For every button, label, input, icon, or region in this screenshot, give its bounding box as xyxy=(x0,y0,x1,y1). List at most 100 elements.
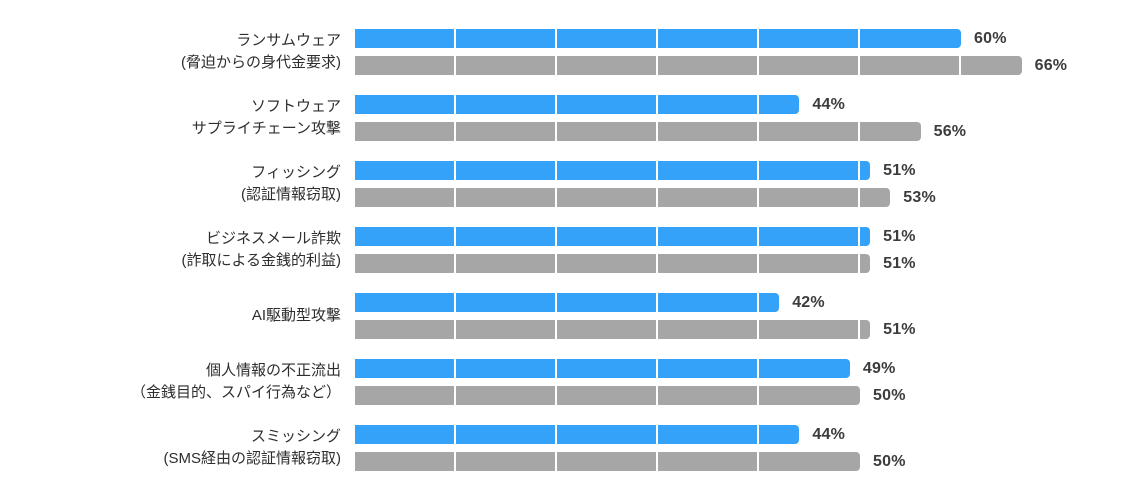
chart-row: ソフトウェア サプライチェーン攻撃 44% 56% xyxy=(0,95,1132,141)
blue-bar-line: 42% xyxy=(355,293,1132,312)
segment-divider xyxy=(454,452,456,471)
segment-divider xyxy=(656,293,658,312)
category-label: スミッシング (SMS経由の認証情報窃取) xyxy=(0,426,355,470)
gray-bar-line: 66% xyxy=(355,56,1132,75)
gray-bar-line: 53% xyxy=(355,188,1132,207)
value-label: 49% xyxy=(862,359,896,377)
bar-blue xyxy=(355,95,800,114)
segment-divider xyxy=(656,188,658,207)
category-label-line: スミッシング xyxy=(250,428,341,445)
segment-divider xyxy=(858,122,860,141)
value-label: 60% xyxy=(974,29,1007,47)
category-label-line: 個人情報の不正流出 xyxy=(205,362,341,379)
segment-divider xyxy=(757,188,759,207)
blue-bar-line: 44% xyxy=(355,95,1132,114)
bar-pair: 60% 66% xyxy=(355,29,1132,75)
segment-divider xyxy=(858,56,860,75)
segment-divider xyxy=(757,254,759,273)
chart-row: 個人情報の不正流出 （金銭目的、スパイ行為など） 49% 50% xyxy=(0,359,1132,405)
segment-divider xyxy=(454,29,456,48)
category-label: ビジネスメール詐欺 (詐取による金銭的利益) xyxy=(0,228,355,272)
segment-divider xyxy=(555,95,557,114)
segment-divider xyxy=(454,122,456,141)
segment-divider xyxy=(858,188,860,207)
value-label: 50% xyxy=(873,386,906,404)
segment-divider xyxy=(454,320,456,339)
segment-divider xyxy=(555,452,557,471)
segment-divider xyxy=(757,29,759,48)
segment-divider xyxy=(555,254,557,273)
bar-gray xyxy=(355,56,1022,75)
segment-divider xyxy=(757,95,759,114)
segment-divider xyxy=(555,161,557,180)
bar-pair: 44% 56% xyxy=(355,95,1132,141)
segment-divider xyxy=(454,359,456,378)
category-label-line: (詐取による金銭的利益) xyxy=(181,252,341,269)
segment-divider xyxy=(555,188,557,207)
segment-divider xyxy=(454,161,456,180)
segment-divider xyxy=(656,359,658,378)
category-label: ソフトウェア サプライチェーン攻撃 xyxy=(0,96,355,140)
segment-divider xyxy=(656,122,658,141)
value-label: 56% xyxy=(933,122,967,140)
segment-divider xyxy=(454,95,456,114)
category-label-line: サプライチェーン攻撃 xyxy=(191,120,341,137)
value-label: 53% xyxy=(903,188,936,206)
chart-row: ランサムウェア (脅迫からの身代金要求) 60% 66% xyxy=(0,29,1132,75)
category-label-line: (SMS経由の認証情報窃取) xyxy=(163,450,342,467)
segment-divider xyxy=(454,425,456,444)
segment-divider xyxy=(555,56,557,75)
segment-divider xyxy=(757,161,759,180)
bar-blue xyxy=(355,425,800,444)
blue-bar-line: 51% xyxy=(355,161,1132,180)
category-label-line: (認証情報窃取) xyxy=(241,186,341,203)
segment-divider xyxy=(757,122,759,141)
bar-blue xyxy=(355,293,780,312)
gray-bar-line: 51% xyxy=(355,254,1132,273)
blue-bar-line: 51% xyxy=(355,227,1132,246)
segment-divider xyxy=(858,227,860,246)
segment-divider xyxy=(656,227,658,246)
bar-gray xyxy=(355,452,860,471)
segment-divider xyxy=(757,293,759,312)
category-label: フィッシング (認証情報窃取) xyxy=(0,162,355,206)
bar-pair: 51% 53% xyxy=(355,161,1132,207)
segment-divider xyxy=(757,56,759,75)
value-label: 66% xyxy=(1034,56,1068,74)
value-label: 51% xyxy=(883,227,916,245)
blue-bar-line: 44% xyxy=(355,425,1132,444)
segment-divider xyxy=(656,161,658,180)
segment-divider xyxy=(454,56,456,75)
value-label: 51% xyxy=(883,161,916,179)
category-label-line: フィッシング xyxy=(251,164,341,181)
bar-blue xyxy=(355,359,850,378)
segment-divider xyxy=(555,293,557,312)
bar-pair: 44% 50% xyxy=(355,425,1132,471)
value-label: 44% xyxy=(812,95,846,113)
category-label: AI駆動型攻撃 xyxy=(0,305,355,327)
segment-divider xyxy=(555,359,557,378)
segment-divider xyxy=(757,359,759,378)
segment-divider xyxy=(959,56,961,75)
segment-divider xyxy=(555,29,557,48)
segment-divider xyxy=(555,227,557,246)
blue-bar-line: 60% xyxy=(355,29,1132,48)
segment-divider xyxy=(858,254,860,273)
chart-row: ビジネスメール詐欺 (詐取による金銭的利益) 51% 51% xyxy=(0,227,1132,273)
segment-divider xyxy=(454,227,456,246)
segment-divider xyxy=(454,188,456,207)
segment-divider xyxy=(656,320,658,339)
bar-pair: 42% 51% xyxy=(355,293,1132,339)
value-label: 50% xyxy=(873,452,906,470)
segment-divider xyxy=(454,293,456,312)
value-label: 42% xyxy=(792,293,825,311)
bar-pair: 49% 50% xyxy=(355,359,1132,405)
bar-pair: 51% 51% xyxy=(355,227,1132,273)
segment-divider xyxy=(555,122,557,141)
bar-gray xyxy=(355,188,891,207)
segment-divider xyxy=(656,386,658,405)
bar-blue xyxy=(355,161,871,180)
category-label-line: (脅迫からの身代金要求) xyxy=(181,54,341,71)
value-label: 44% xyxy=(812,425,846,443)
